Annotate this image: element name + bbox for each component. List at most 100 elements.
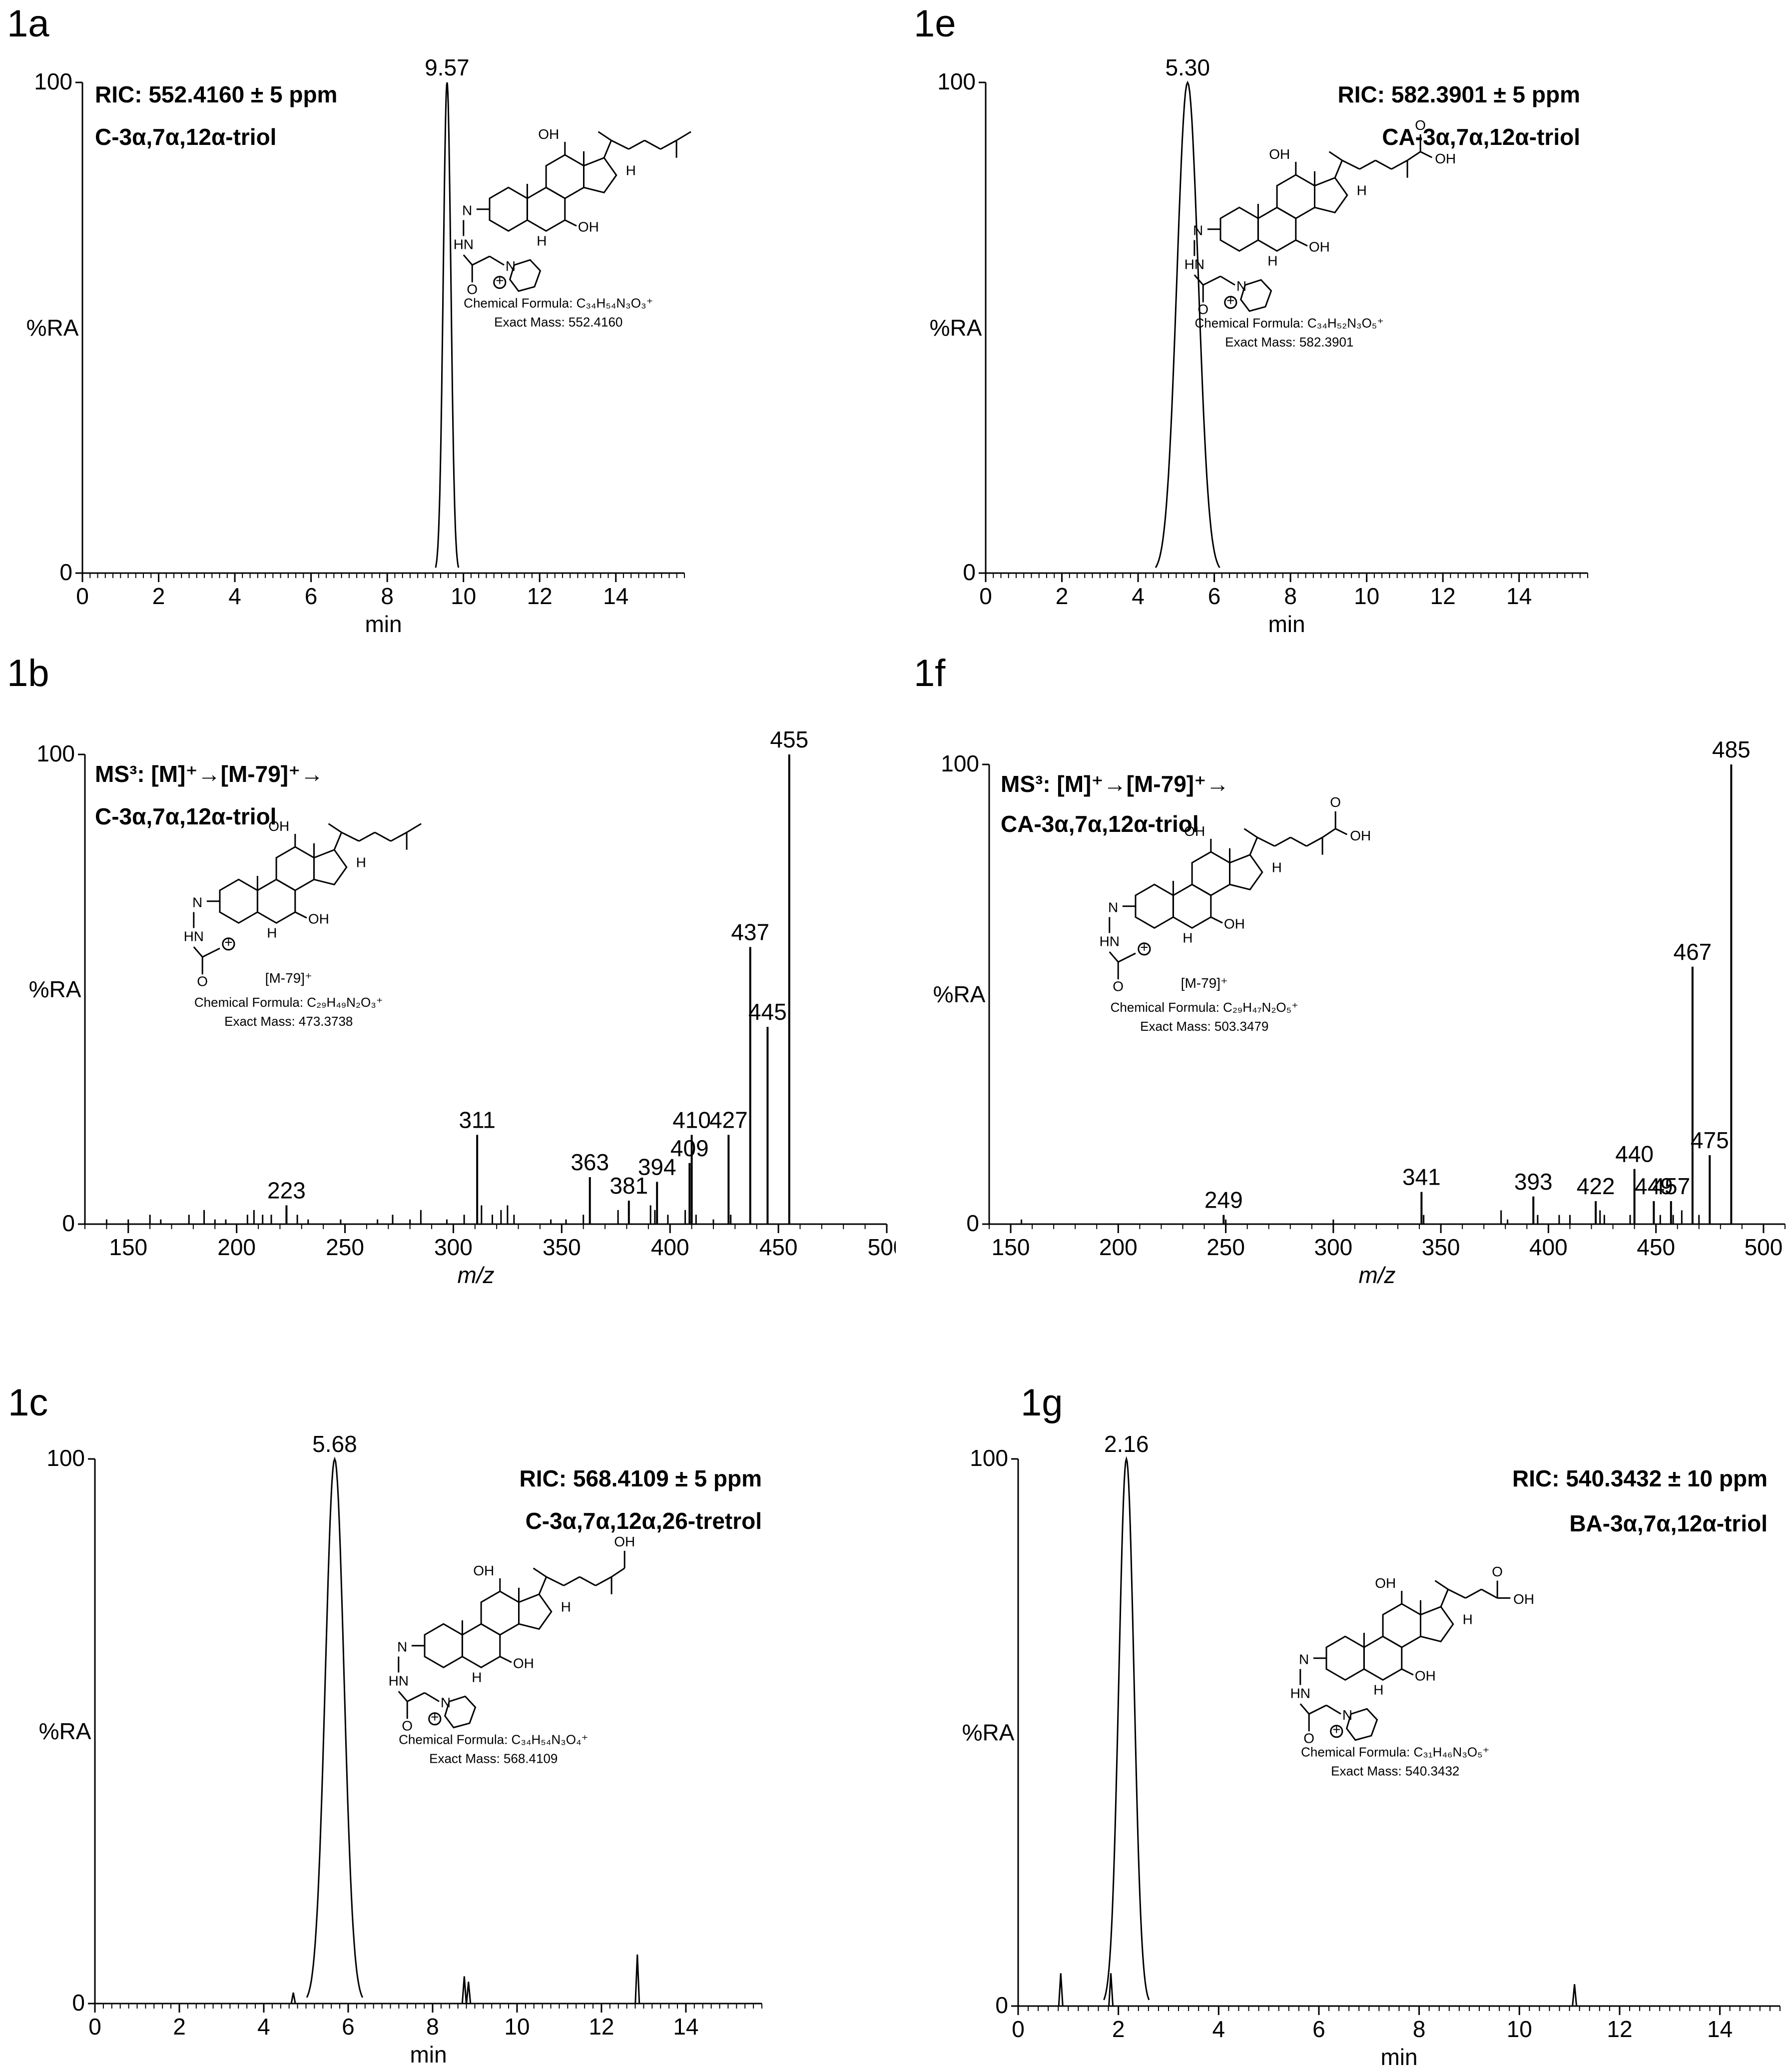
- o-26: O: [1330, 794, 1341, 810]
- pyridine-ring: [509, 259, 542, 292]
- x-tick-label: 8: [1284, 583, 1297, 609]
- chart-annotation: RIC: 582.3901 ± 5 ppm: [1338, 81, 1580, 107]
- x-tick-label: 8: [1413, 2016, 1426, 2042]
- x-tick-label: 450: [759, 1234, 798, 1260]
- x-tick-label: 250: [326, 1234, 364, 1260]
- x-tick-label: 350: [1422, 1234, 1460, 1260]
- n-atom: N: [1193, 222, 1203, 238]
- peak-label: 311: [459, 1107, 495, 1133]
- o-carbonyl: O: [1113, 978, 1124, 994]
- panel-label: 1e: [914, 2, 956, 45]
- x-tick-label: 4: [1212, 2016, 1225, 2042]
- peak-label: 2.16: [1104, 1431, 1149, 1457]
- x-tick-label: 500: [868, 1234, 896, 1260]
- hn-c: [1299, 1703, 1310, 1715]
- oh-7: OH: [1415, 1668, 1436, 1684]
- molecule-structure: N HN OH OH H H O +: [184, 818, 422, 989]
- ch2-n: [489, 255, 505, 266]
- x-tick-label: 6: [1208, 583, 1221, 609]
- c7-oh-bond: [1210, 916, 1223, 924]
- c-ch2: [1202, 275, 1221, 286]
- ring-c: [275, 846, 315, 891]
- chromatogram-peak: [1103, 1456, 1150, 2001]
- x-axis-title: m/z: [1358, 1262, 1395, 1288]
- chart-1a: 0 2 4 6 8 10 12 14 0 100 min %RA RIC: 552.4160 ± 5 p…: [26, 54, 691, 637]
- c22-c23: [1465, 1588, 1482, 1599]
- x-axis-title: min: [365, 611, 402, 637]
- panel-1f: 1f 150 200 250 300 350 400 450 500 0 100 m/z %RA MS³…: [896, 655, 1792, 1384]
- chart-annotation: CA-3α,7α,12α-triol: [1001, 811, 1199, 837]
- c25-c26: [1322, 828, 1336, 838]
- peak-label: 422: [1577, 1173, 1615, 1199]
- c17-c20: [333, 832, 342, 850]
- peak-label: 5.68: [312, 1431, 357, 1457]
- hn-c: [193, 946, 203, 958]
- y-tick-label: 0: [963, 559, 976, 585]
- h-17: H: [1357, 183, 1367, 198]
- y-axis-title: %RA: [39, 1718, 91, 1744]
- h-5: H: [267, 925, 277, 940]
- h-5: H: [1373, 1682, 1383, 1697]
- chemical-formula: Chemical Formula: C₃₄H₅₂N₃O₅⁺: [1195, 315, 1384, 330]
- x-tick-label: 250: [1206, 1234, 1245, 1260]
- chart-annotation: MS³: [M]⁺→[M-79]⁺→: [1001, 771, 1229, 797]
- c17-c20: [1440, 1589, 1449, 1607]
- c23-c24: [1375, 159, 1392, 170]
- x-tick-label: 150: [992, 1234, 1030, 1260]
- x-tick-label: 300: [434, 1234, 473, 1260]
- peak-label: 457: [1652, 1173, 1690, 1199]
- chemical-formula: Chemical Formula: C₂₉H₄₉N₂O₃⁺: [194, 995, 383, 1010]
- plus-sign: +: [431, 1709, 439, 1725]
- c7-oh-bond: [295, 911, 307, 919]
- c17-c20: [1334, 160, 1343, 178]
- x-axis-title: min: [1268, 611, 1305, 637]
- oh-7: OH: [513, 1656, 534, 1671]
- chemical-formula: Chemical Formula: C₃₄H₅₄N₃O₃⁺: [464, 295, 653, 310]
- exact-mass: Exact Mass: 473.3738: [224, 1014, 353, 1029]
- minor-peak: [634, 1954, 640, 2004]
- hn-c: [398, 1691, 408, 1702]
- peak-label: 440: [1615, 1141, 1654, 1167]
- x-tick-label: 4: [257, 2014, 270, 2040]
- panel-label: 1f: [914, 655, 946, 694]
- hn-atom: HN: [1290, 1686, 1310, 1701]
- y-tick-label: 100: [937, 68, 976, 94]
- c7-oh-bond: [500, 1656, 512, 1663]
- panel-label: 1b: [7, 655, 49, 694]
- ring-b: [1172, 883, 1212, 929]
- c25-c26: [1407, 151, 1421, 161]
- ring-c: [1191, 851, 1230, 896]
- chromatogram-peak: [435, 82, 460, 568]
- c24-c25: [595, 1576, 612, 1586]
- c17-c20: [538, 1576, 547, 1595]
- c26-oh: [1335, 828, 1348, 835]
- x-tick-label: 400: [651, 1234, 689, 1260]
- x-tick-label: 2: [1112, 2016, 1125, 2042]
- h-17: H: [1272, 860, 1282, 875]
- chart-annotation: RIC: 568.4109 ± 5 ppm: [520, 1465, 762, 1491]
- peak-label: 475: [1691, 1127, 1729, 1153]
- ion-label: [M-79]⁺: [265, 970, 312, 986]
- c23-c24: [1481, 1588, 1498, 1599]
- oh-12: OH: [1375, 1575, 1396, 1591]
- panel-label: 1c: [8, 1384, 48, 1424]
- peak-label: 467: [1673, 939, 1712, 965]
- plus-sign: +: [1226, 293, 1234, 308]
- peak-label: 445: [748, 999, 787, 1025]
- x-tick-label: 6: [305, 583, 318, 609]
- oh-12: OH: [538, 126, 559, 142]
- h-17: H: [561, 1599, 571, 1615]
- minor-peak: [1058, 1973, 1064, 2007]
- c-ch2: [407, 1692, 425, 1702]
- c-acylium: [1118, 952, 1136, 963]
- x-tick-label: 300: [1314, 1234, 1352, 1260]
- c22-c23: [1274, 836, 1291, 847]
- peak-label: 427: [709, 1107, 748, 1133]
- y-tick-label: 0: [62, 1210, 75, 1236]
- y-axis-title: %RA: [930, 315, 982, 341]
- ring-d: [1314, 176, 1348, 214]
- plus-sign: +: [1332, 1722, 1340, 1737]
- c20-c22: [1447, 1588, 1466, 1599]
